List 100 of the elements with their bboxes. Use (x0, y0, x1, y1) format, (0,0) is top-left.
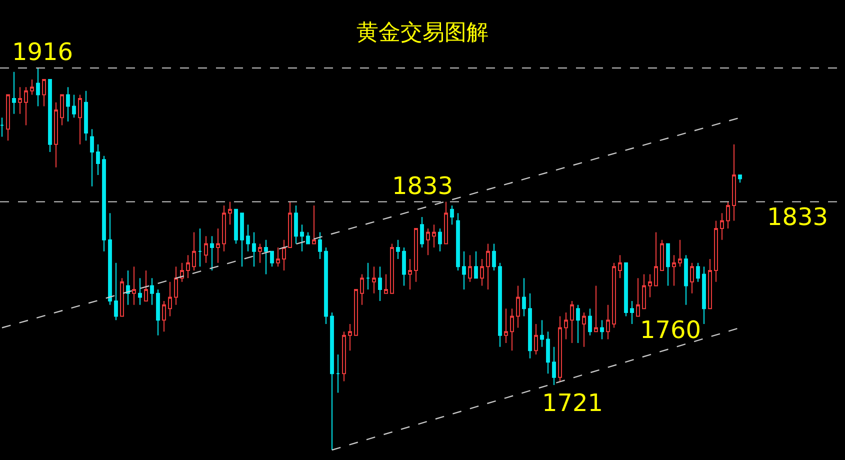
candlestick (504, 308, 508, 344)
candlestick (318, 232, 322, 260)
candlestick (444, 201, 448, 244)
candlestick (708, 258, 712, 310)
candlestick (96, 144, 100, 176)
candlestick (354, 289, 358, 336)
candlestick (696, 262, 700, 282)
candlestick (192, 232, 196, 271)
candlestick (522, 278, 526, 317)
candlestick (468, 254, 472, 282)
candlestick (12, 71, 16, 114)
candlestick (210, 236, 214, 271)
candlestick (426, 228, 430, 256)
candlestick (186, 254, 190, 279)
candlestick (546, 331, 550, 374)
candlestick (438, 228, 442, 252)
candlestick (300, 224, 304, 252)
candlestick (726, 201, 730, 229)
candlestick (666, 243, 670, 286)
candlestick (204, 236, 208, 264)
annotation: 1721 (542, 389, 604, 417)
candlestick (564, 312, 568, 340)
candlestick (270, 250, 274, 268)
candlestick (264, 239, 268, 275)
candlestick (690, 262, 694, 294)
candlestick (30, 78, 34, 96)
candlestick (24, 86, 28, 126)
candlestick (630, 300, 634, 324)
candlestick (306, 232, 310, 244)
candlestick (294, 205, 298, 244)
candlestick (606, 304, 610, 340)
candlestick (168, 281, 172, 317)
chart-title: 黄金交易图解 (356, 20, 488, 46)
candlestick (738, 174, 742, 184)
candlestick (486, 243, 490, 290)
candlestick (390, 243, 394, 294)
candlestick (246, 224, 250, 252)
candlestick (612, 262, 616, 328)
candlestick (678, 239, 682, 268)
candlestick (222, 205, 226, 252)
candlestick (60, 94, 64, 126)
candlestick (282, 239, 286, 271)
candlestick (78, 94, 82, 145)
candlestick (528, 292, 532, 359)
candlestick (582, 312, 586, 348)
candlestick (102, 155, 106, 252)
candlestick (120, 278, 124, 317)
candlestick (36, 68, 40, 107)
candlestick (474, 250, 478, 279)
candlestick (510, 308, 514, 352)
candlestick (174, 266, 178, 306)
text: 1916 (12, 38, 74, 66)
candlestick (360, 274, 364, 306)
candlestick (552, 346, 556, 386)
candlestick (672, 254, 676, 286)
candlestick (276, 247, 280, 268)
candlestick (114, 262, 118, 321)
candlestick (18, 86, 22, 114)
candlestick (198, 228, 202, 268)
candlestick (288, 201, 292, 248)
candlestick (498, 262, 502, 348)
candlestick (42, 78, 46, 107)
annotation: 1833 (392, 172, 454, 200)
candlestick (72, 94, 76, 118)
candlestick (90, 128, 94, 187)
candlestick (384, 274, 388, 294)
candlestick (618, 254, 622, 279)
candlestick (558, 316, 562, 382)
candlestick (162, 300, 166, 332)
candlestick (138, 278, 142, 306)
candlestick (702, 266, 706, 324)
candlestick (144, 270, 148, 302)
candlestick (216, 228, 220, 264)
candlestick (150, 278, 154, 306)
candlestick (570, 300, 574, 344)
candlestick (714, 220, 718, 282)
candlestick (66, 86, 70, 122)
candlestick (336, 354, 340, 394)
candlestick (462, 250, 466, 290)
candlestick (234, 208, 238, 244)
candlestick (540, 320, 544, 348)
candlestick (642, 274, 646, 310)
candlestick (6, 94, 10, 142)
candlestick (408, 258, 412, 290)
candlestick (348, 323, 352, 352)
candlestick (240, 212, 244, 268)
candlestick (456, 212, 460, 271)
candlestick (330, 312, 334, 450)
candlestick (594, 285, 598, 332)
candlestick (648, 274, 652, 298)
candlestick (54, 102, 58, 168)
candlestick (534, 323, 538, 355)
candlestick (252, 232, 256, 268)
candlestick (324, 247, 328, 324)
annotation: 1760 (640, 316, 702, 344)
candlestick (480, 258, 484, 286)
candlestick (720, 212, 724, 240)
candlestick (156, 289, 160, 336)
candlestick (636, 278, 640, 317)
candlestick (132, 266, 136, 306)
